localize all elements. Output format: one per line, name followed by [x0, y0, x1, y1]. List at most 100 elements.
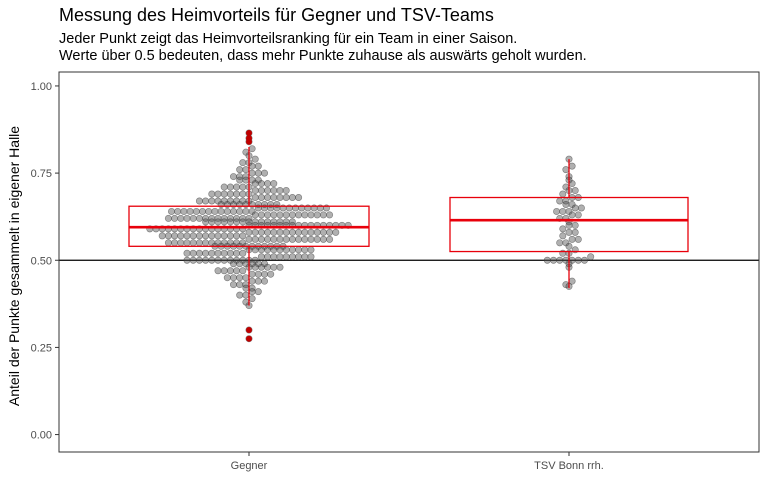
data-point-0	[202, 197, 210, 205]
data-point-0	[248, 145, 256, 153]
data-point-0	[202, 232, 210, 240]
data-point-0	[189, 232, 197, 240]
data-point-0	[251, 155, 259, 163]
data-point-0	[233, 232, 241, 240]
data-point-1	[562, 166, 570, 174]
data-point-0	[226, 218, 234, 226]
data-point-0	[220, 256, 228, 264]
data-point-0	[230, 260, 238, 268]
data-point-0	[276, 263, 284, 271]
data-point-0	[177, 232, 185, 240]
data-point-0	[301, 253, 309, 261]
data-point-0	[282, 194, 290, 202]
data-point-0	[202, 249, 210, 257]
data-point-0	[230, 207, 238, 215]
data-point-0	[257, 246, 265, 254]
data-point-0	[233, 183, 241, 191]
data-point-0	[254, 270, 262, 278]
subtitle-line-2: Werte über 0.5 bedeuten, dass mehr Punkt…	[59, 48, 587, 64]
data-point-0	[288, 253, 296, 261]
data-point-0	[245, 228, 253, 236]
data-point-0	[307, 246, 315, 254]
data-point-0	[230, 274, 238, 282]
data-point-0	[295, 211, 303, 219]
data-point-0	[199, 207, 207, 215]
chart-title: Messung des Heimvorteils für Gegner und …	[59, 5, 494, 25]
data-point-0	[257, 194, 265, 202]
data-point-0	[208, 249, 216, 257]
data-point-0	[202, 218, 210, 226]
y-tick-label-2: 0.50	[31, 255, 52, 267]
data-point-0	[226, 232, 234, 240]
data-point-1	[543, 256, 551, 264]
data-point-0	[270, 263, 278, 271]
axes-layer: 0.00 0.25 0.50 0.75 1.00 Gegner TSV Bonn rrh. A…	[6, 71, 760, 472]
data-point-0	[236, 291, 244, 299]
data-point-0	[251, 194, 259, 202]
data-point-0	[214, 249, 222, 257]
points-layer	[146, 129, 595, 343]
data-point-0	[236, 281, 244, 289]
data-point-0	[189, 214, 197, 222]
data-point-0	[326, 211, 334, 219]
data-point-0	[251, 235, 259, 243]
data-point-0	[276, 235, 284, 243]
data-point-0	[251, 211, 259, 219]
data-point-0	[248, 295, 256, 303]
data-point-1	[587, 253, 595, 261]
data-point-1	[556, 197, 564, 205]
data-point-0	[189, 239, 197, 247]
data-point-0	[158, 232, 166, 240]
subtitle-line-1: Jeder Punkt zeigt das Heimvorteilsrankin…	[59, 31, 518, 47]
y-tick-label-3: 0.75	[31, 168, 52, 180]
data-point-0	[326, 228, 334, 236]
data-point-0	[288, 246, 296, 254]
data-point-0	[220, 183, 228, 191]
data-point-0	[301, 228, 309, 236]
data-point-1	[565, 221, 573, 229]
data-point-0	[217, 207, 225, 215]
data-point-0	[301, 246, 309, 254]
data-point-0	[164, 232, 172, 240]
data-point-0	[233, 249, 241, 257]
data-point-0	[226, 190, 234, 198]
data-point-0	[223, 207, 231, 215]
data-point-0	[174, 207, 182, 215]
data-point-0	[282, 246, 290, 254]
data-point-0	[195, 239, 203, 247]
data-point-0	[195, 197, 203, 205]
data-point-0	[295, 253, 303, 261]
data-point-0	[276, 187, 284, 195]
y-axis-label: Anteil der Punkte gesammelt in eigener H…	[6, 126, 22, 406]
data-point-0	[183, 249, 191, 257]
y-tick-label-4: 1.00	[31, 81, 52, 93]
data-point-0	[171, 214, 179, 222]
data-point-1	[559, 190, 567, 198]
data-point-0	[164, 239, 172, 247]
data-point-0	[177, 214, 185, 222]
data-point-0	[295, 194, 303, 202]
data-point-1	[549, 256, 557, 264]
data-point-0	[254, 277, 262, 285]
data-point-0	[195, 256, 203, 264]
data-point-0	[214, 190, 222, 198]
data-point-0	[242, 207, 250, 215]
data-point-1	[577, 204, 585, 212]
data-point-0	[264, 180, 272, 188]
data-point-0	[295, 228, 303, 236]
data-point-0	[239, 218, 247, 226]
data-point-0	[248, 169, 256, 177]
data-point-0	[257, 228, 265, 236]
data-point-0	[183, 214, 191, 222]
data-point-0	[248, 277, 256, 285]
data-point-0	[260, 169, 268, 177]
data-point-0	[282, 228, 290, 236]
data-point-0	[205, 207, 213, 215]
data-point-0	[260, 270, 268, 278]
data-point-0	[230, 173, 238, 181]
data-point-0	[186, 207, 194, 215]
data-point-0	[288, 228, 296, 236]
data-point-0	[208, 218, 216, 226]
data-point-0	[276, 211, 284, 219]
data-point-0	[251, 228, 259, 236]
